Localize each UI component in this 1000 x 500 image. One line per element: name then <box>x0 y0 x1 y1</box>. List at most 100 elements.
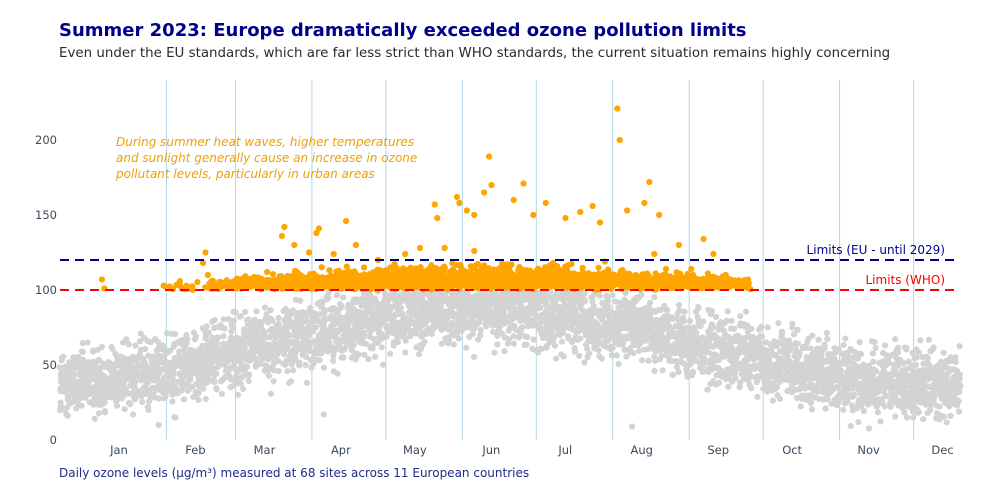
ozone-point <box>924 355 931 362</box>
ozone-point <box>809 406 816 413</box>
ozone-point <box>872 344 879 352</box>
ozone-point <box>70 370 77 377</box>
ozone-point <box>209 334 216 341</box>
ozone-point <box>284 368 291 375</box>
ozone-point <box>214 334 221 341</box>
ozone-point <box>917 337 924 344</box>
ozone-point <box>218 390 225 398</box>
ozone-point <box>267 307 274 314</box>
ozone-point <box>940 349 947 356</box>
ozone-point <box>609 292 616 299</box>
ozone-point <box>773 384 780 391</box>
ozone-point <box>470 353 478 361</box>
ozone-point <box>891 336 899 343</box>
ozone-point <box>936 403 943 410</box>
ozone-point <box>101 399 108 406</box>
ozone-point <box>109 345 116 352</box>
ozone-point <box>510 333 517 340</box>
ozone-point <box>57 407 64 414</box>
ozone-point <box>378 344 385 351</box>
ozone-exceedance-point <box>318 264 325 271</box>
ozone-point <box>920 416 927 423</box>
ozone-point <box>807 345 814 352</box>
ozone-point <box>290 367 297 374</box>
ozone-point <box>651 367 658 374</box>
ozone-point <box>551 342 559 349</box>
ozone-point <box>320 364 328 371</box>
ozone-point <box>258 318 265 326</box>
ozone-point <box>877 418 884 425</box>
ozone-point <box>373 299 380 306</box>
ozone-point <box>131 379 138 386</box>
ozone-point <box>428 330 435 338</box>
ozone-point <box>156 395 163 402</box>
ozone-point <box>330 357 337 365</box>
ozone-point <box>823 329 830 337</box>
ozone-point <box>725 383 732 390</box>
ozone-point <box>243 363 251 370</box>
ozone-point <box>121 405 128 413</box>
ozone-point <box>240 385 247 392</box>
ozone-point <box>758 333 766 340</box>
ozone-point <box>850 392 857 399</box>
ozone-point <box>598 355 606 362</box>
ozone-point <box>64 412 72 419</box>
ozone-point <box>95 356 102 363</box>
ozone-point <box>213 370 220 377</box>
ozone-point <box>245 372 252 379</box>
ozone-point <box>286 332 293 339</box>
ozone-point <box>387 350 394 357</box>
ozone-point <box>198 355 205 363</box>
ozone-point <box>894 349 902 356</box>
ozone-point <box>530 336 537 343</box>
ozone-point <box>840 341 847 349</box>
ozone-point <box>680 315 687 323</box>
ozone-point <box>715 379 723 386</box>
ozone-point <box>245 316 252 323</box>
ozone-point <box>730 325 738 332</box>
ozone-point <box>123 336 130 343</box>
ozone-point <box>450 341 457 348</box>
ozone-point <box>871 339 878 346</box>
ozone-point <box>372 353 379 360</box>
ozone-point <box>297 297 304 304</box>
ozone-point <box>267 390 274 397</box>
ozone-point <box>379 361 387 368</box>
ozone-point <box>501 348 508 355</box>
ozone-exceedance-point <box>176 278 183 285</box>
chart-subtitle: Even under the EU standards, which are f… <box>59 46 891 61</box>
ozone-point <box>869 350 876 357</box>
ozone-point <box>180 396 188 403</box>
ozone-point <box>789 320 796 327</box>
ozone-point <box>872 367 880 375</box>
ozone-point <box>930 344 937 351</box>
exceedance-cloud <box>160 260 754 293</box>
ozone-point <box>265 372 272 379</box>
chart-title: Summer 2023: Europe dramatically exceede… <box>59 20 747 41</box>
ozone-point <box>193 389 200 397</box>
ozone-point <box>491 349 498 356</box>
ozone-point <box>956 388 963 396</box>
ozone-point <box>170 368 177 375</box>
ozone-point <box>903 344 910 351</box>
ozone-point <box>394 338 402 346</box>
ozone-point <box>519 324 526 331</box>
ozone-point <box>141 345 149 353</box>
ozone-point <box>237 313 244 320</box>
ozone-point <box>775 320 782 327</box>
ozone-point <box>333 292 341 299</box>
ozone-point <box>448 319 455 326</box>
ozone-point <box>109 365 116 372</box>
ozone-point <box>302 361 309 369</box>
ozone-point <box>402 349 409 356</box>
ozone-point <box>504 340 512 347</box>
ozone-point <box>369 345 376 352</box>
ozone-point <box>192 333 199 340</box>
ozone-point <box>797 403 804 410</box>
ozone-point <box>287 311 294 319</box>
ozone-exceedance-point <box>269 271 277 278</box>
ozone-point <box>856 339 863 346</box>
ozone-point <box>172 414 179 421</box>
